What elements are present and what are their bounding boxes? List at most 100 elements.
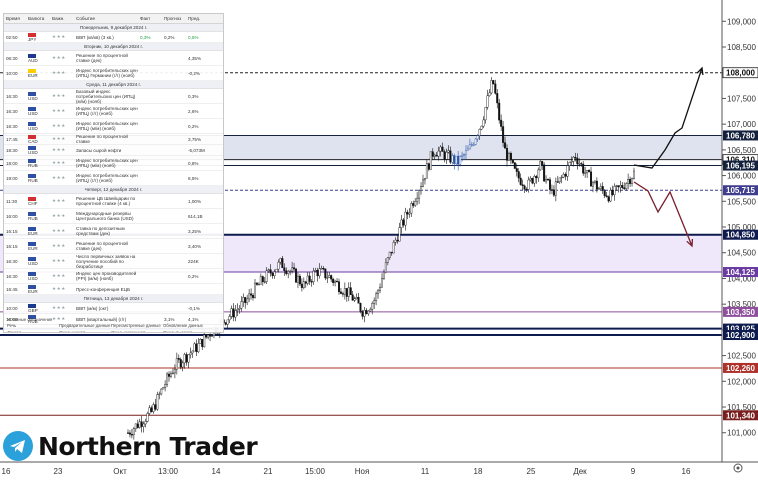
calendar-row[interactable]: 16:30 USD ★★★ Индекс потребительских цен (И… (4, 119, 223, 134)
calendar-day-header: Среда, 11 декабря 2024 г. (4, 81, 223, 89)
x-tick-label: Окт (113, 467, 127, 476)
row-event: Запасы сырой нефти (76, 147, 122, 153)
calendar-body: Понедельник, 9 декабря 2024 г. 02:50 JPY ★★… (4, 24, 223, 325)
price-tag (723, 130, 758, 141)
calendar-row[interactable]: 18:30 USD ★★★ Запасы сырой нефти -5,073M (4, 145, 223, 156)
candle-body (336, 280, 339, 283)
row-prev: 614,1B (188, 213, 203, 219)
candle-body (269, 269, 272, 274)
row-prev: 0,8% (188, 160, 199, 166)
row-currency: EUR (26, 68, 50, 78)
candle-body (457, 155, 460, 165)
candle-body (437, 150, 440, 157)
calendar-row[interactable]: 16:30 USD ★★★ Индекс потребительских цен (И… (4, 104, 223, 119)
calendar-row[interactable]: 17:45 CAD ★★★ Решение по процентной ставке 3… (4, 134, 223, 145)
candle-body (207, 334, 210, 338)
candle-body (420, 186, 423, 191)
candle-body (177, 358, 180, 360)
y-tick-label: 108,500 (727, 43, 756, 52)
row-event: Индекс потребительских цен (ИПЦ) (м/м) (… (76, 158, 138, 168)
candle-body (130, 434, 133, 436)
candle-body (414, 201, 417, 206)
candle-body (617, 185, 620, 188)
row-time: 16:30 (6, 273, 18, 279)
candle-body (248, 293, 251, 300)
flag-icon (28, 68, 36, 73)
candle-body (588, 170, 591, 173)
candle-body (341, 293, 344, 295)
legend-item: Ожид. высокая волатильность (163, 330, 193, 333)
row-importance: ★★★ (52, 305, 66, 310)
candle-body (171, 372, 174, 374)
calendar-row[interactable]: 16:00 RUB ★★★ Международные резервы Централ… (4, 209, 223, 224)
x-tick-label: 18 (474, 467, 483, 476)
calendar-row[interactable]: 06:30 AUD ★★★ Решение по процентной ставке … (4, 51, 223, 66)
candle-body (328, 275, 331, 278)
candle-body (400, 219, 403, 228)
candle-body (343, 288, 346, 295)
candle-body (595, 180, 598, 190)
calendar-row[interactable]: 16:45 EUR ★★★ Пресс-конференция ЕЦБ (4, 284, 223, 295)
calendar-row[interactable]: 16:00 RUB ★★★ ВВП (квартальный) (г/г) 3,1% 4,… (4, 314, 223, 325)
calendar-row[interactable]: 16:15 EUR ★★★ Решение по процентной ставке … (4, 239, 223, 254)
candle-body (275, 268, 278, 273)
calendar-row[interactable]: 02:50 JPY ★★★ ВВП (кв/кв) (3 кв.) 0,3% 0,2% 0,… (4, 32, 223, 43)
candle-body (152, 404, 155, 412)
flag-icon (28, 134, 36, 139)
row-currency: USD (26, 271, 50, 281)
candle-body (627, 179, 630, 184)
candle-body (494, 83, 497, 94)
header-currency: Валюта (28, 16, 45, 21)
candle-body (126, 432, 129, 434)
row-importance: ★★★ (52, 123, 66, 128)
candle-body (357, 297, 360, 304)
price-tag-label: 102,900 (726, 331, 755, 340)
candle-body (590, 171, 593, 187)
candle-body (453, 155, 456, 165)
row-event: Международные резервы Центрального банка… (76, 211, 134, 221)
candle-body (586, 170, 589, 174)
settings-icon[interactable] (733, 463, 743, 473)
candle-body (226, 319, 229, 325)
price-tag-label: 104,125 (726, 268, 755, 277)
candle-body (578, 163, 581, 165)
candle-body (422, 179, 425, 187)
calendar-row[interactable]: 10:00 EUR ★★★ Индекс потребительских цен (И… (4, 66, 223, 81)
calendar-row[interactable]: 16:15 EUR ★★★ Ставка по депозитным средства… (4, 224, 223, 239)
calendar-row[interactable]: 18:00 RUB ★★★ Индекс потребительских цен (И… (4, 156, 223, 171)
calendar-row[interactable]: 16:30 USD ★★★ Базовый индекс потребительски… (4, 89, 223, 104)
calendar-row[interactable]: 11:30 CHF ★★★ Решение ЦБ Швейцарии по проце… (4, 194, 223, 209)
row-importance: ★★★ (52, 108, 66, 113)
candle-body (537, 169, 540, 179)
calendar-row[interactable]: 19:00 RUB ★★★ Индекс потребительских цен (И… (4, 171, 223, 186)
candle-body (509, 153, 512, 161)
calendar-row[interactable]: 16:30 USD ★★★ Индекс цен производителей (PP… (4, 269, 223, 284)
flag-icon (28, 303, 36, 308)
candle-body (558, 177, 561, 183)
brand-name: Northern Trader (38, 431, 258, 461)
candle-body (517, 171, 520, 179)
candle-body (476, 135, 479, 140)
calendar-row[interactable]: 10:00 GBP ★★★ ВВП (м/м) (окт) -0,1% (4, 303, 223, 314)
candle-body (429, 151, 432, 170)
candle-body (449, 150, 452, 163)
calendar-row[interactable]: 16:30 USD ★★★ Число первичных заявок на пол… (4, 254, 223, 269)
candle-body (523, 185, 526, 190)
brand-logo: Northern Trader (3, 430, 258, 462)
row-time: 16:00 (6, 316, 18, 322)
projection-path (633, 181, 693, 247)
candle-body (500, 119, 503, 127)
candle-body (236, 309, 239, 311)
candle-body (402, 219, 405, 226)
candle-body (562, 174, 565, 178)
candle-body (466, 148, 469, 151)
candle-body (287, 271, 290, 274)
candle-body (199, 339, 202, 344)
price-tag-label: 104,850 (726, 231, 755, 240)
candle-body (296, 275, 299, 283)
economic-calendar: Время Валюта Важн. Событие Факт Прогноз … (3, 13, 224, 333)
candle-body (490, 80, 493, 94)
candle-body (423, 177, 426, 181)
flag-icon (28, 226, 36, 231)
price-tag-label: 103,350 (726, 308, 755, 317)
